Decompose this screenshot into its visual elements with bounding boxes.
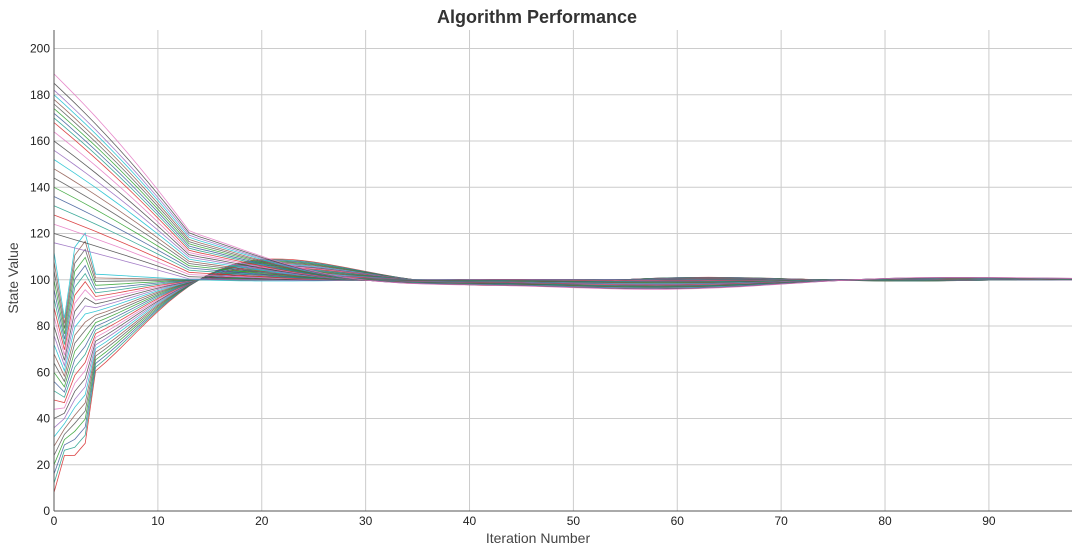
series-line bbox=[53, 266, 1072, 410]
series-line bbox=[53, 263, 1072, 438]
y-axis-label: State Value bbox=[5, 242, 21, 314]
x-tick-label: 0 bbox=[51, 514, 58, 528]
axes: 0 10 20 30 40 50 60 70 80 90 0 20 40 60 80 100 120 140 160… bbox=[30, 30, 1072, 528]
series-line bbox=[53, 159, 1072, 285]
series-line bbox=[53, 262, 1073, 456]
y-tick-label: 0 bbox=[43, 504, 50, 518]
x-tick-label: 30 bbox=[359, 514, 373, 528]
y-tick-label: 80 bbox=[37, 319, 51, 333]
series-line bbox=[53, 260, 1072, 475]
series-line bbox=[53, 256, 1072, 334]
y-tick-label: 100 bbox=[30, 273, 50, 287]
series-line bbox=[53, 99, 1073, 288]
series-line bbox=[53, 205, 1072, 282]
y-tick-label: 160 bbox=[30, 134, 50, 148]
series-line bbox=[53, 73, 1073, 290]
y-tick-label: 180 bbox=[30, 88, 50, 102]
grid bbox=[53, 30, 1072, 512]
y-tick-label: 40 bbox=[37, 412, 51, 426]
chart-title: Algorithm Performance bbox=[437, 7, 637, 27]
x-tick-label: 40 bbox=[463, 514, 477, 528]
x-tick-label: 90 bbox=[982, 514, 996, 528]
series-line bbox=[53, 89, 1073, 289]
series-line bbox=[53, 258, 1073, 493]
series-line bbox=[53, 265, 1073, 419]
x-tick-label: 80 bbox=[878, 514, 892, 528]
series-line bbox=[53, 267, 1072, 404]
y-tick-label: 60 bbox=[37, 365, 51, 379]
x-tick-label: 60 bbox=[671, 514, 685, 528]
series-line bbox=[53, 248, 1072, 329]
series-line bbox=[53, 140, 1073, 285]
series-line bbox=[53, 177, 1072, 284]
series-line bbox=[53, 259, 1072, 484]
x-tick-label: 10 bbox=[151, 514, 165, 528]
y-tick-label: 200 bbox=[30, 42, 50, 56]
x-tick-label: 20 bbox=[255, 514, 269, 528]
x-tick-label: 50 bbox=[567, 514, 581, 528]
x-tick-label: 70 bbox=[774, 514, 788, 528]
series-line bbox=[53, 122, 1072, 286]
series-line bbox=[53, 261, 1073, 465]
x-axis-label: Iteration Number bbox=[486, 530, 591, 545]
y-tick-label: 20 bbox=[37, 458, 51, 472]
y-tick-label: 120 bbox=[30, 227, 50, 241]
series-line bbox=[53, 94, 1073, 289]
y-tick-label: 140 bbox=[30, 180, 50, 194]
series-lines bbox=[53, 73, 1073, 493]
series-line bbox=[53, 264, 1073, 429]
series-line bbox=[53, 186, 1072, 283]
series-line bbox=[53, 117, 1073, 287]
